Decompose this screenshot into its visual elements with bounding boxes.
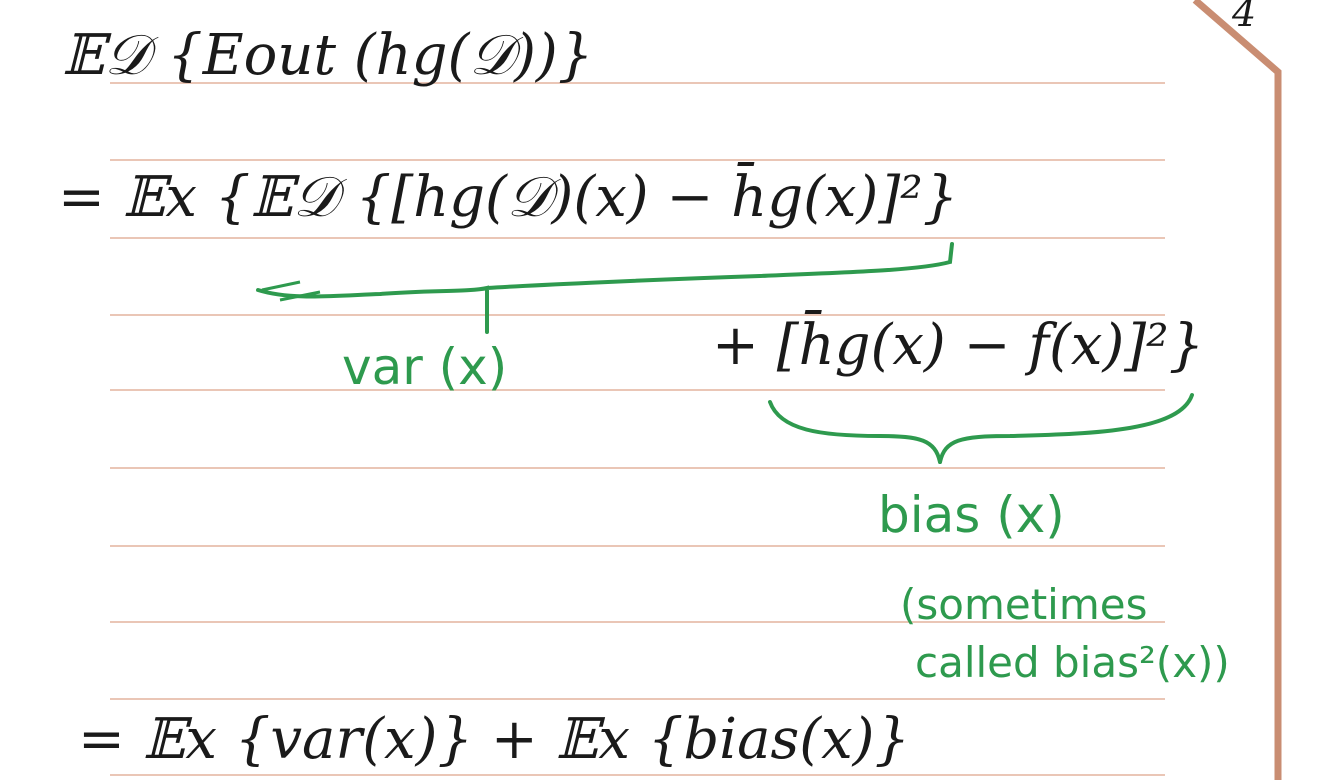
page-number: 4 — [1232, 0, 1257, 35]
var-label: var (x) — [342, 338, 508, 396]
page-border — [1192, 0, 1282, 780]
sometimes-note-line1: (sometimes — [900, 580, 1148, 629]
equation-line-2: = 𝔼x {𝔼𝒟 {[hg(𝒟)(x) − h̄g(x)]²} — [58, 165, 959, 230]
equation-line-4: = 𝔼x {var(x)} + 𝔼x {bias(x)} — [78, 707, 911, 772]
equation-line-1: 𝔼𝒟 {Eout (hg(𝒟))} — [62, 23, 594, 88]
equation-line-3: + [h̄g(x) − f(x)]²} — [712, 313, 1205, 378]
bias-label: bias (x) — [878, 486, 1065, 544]
sometimes-note-line2: called bias²(x)) — [915, 638, 1230, 687]
